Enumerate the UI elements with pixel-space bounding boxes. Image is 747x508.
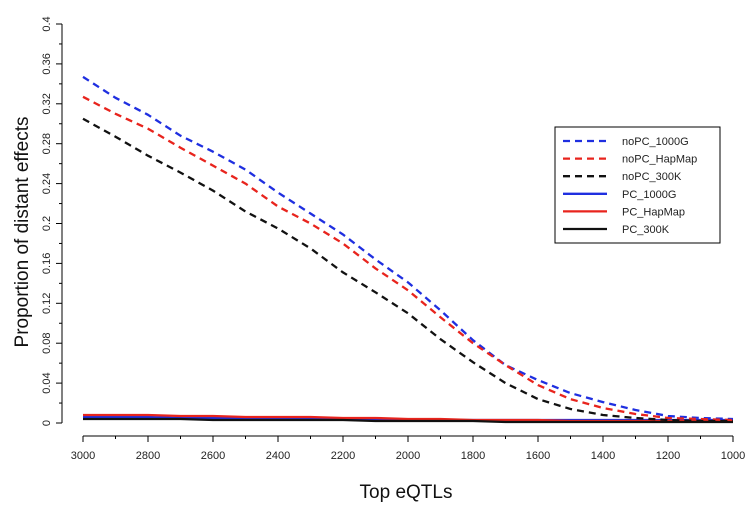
series-line-noPC_HapMap [82,95,734,422]
x-axis-title: Top eQTLs [360,482,453,503]
y-tick-label: 0.28 [41,133,53,154]
x-axis: 3000 2800 2600 2400 2200 2000 1800 1600 1400 1200… [71,435,745,462]
legend-box [554,126,721,244]
legend-label-noPC_HapMap: noPC_HapMap [622,154,697,166]
y-tick-label: 0.08 [41,332,53,353]
y-tick-label: 0.32 [41,93,53,114]
y-tick-label: 0 [41,420,53,426]
series-layer [82,75,734,424]
y-tick-label: 0.2 [41,216,53,231]
x-tick-label: 1600 [526,450,550,462]
y-tick-label: 0.04 [41,372,53,393]
x-tick-label: 2000 [396,450,420,462]
series-line-PC_300K [83,417,733,424]
y-axis-title: Proportion of distant effects [12,117,33,348]
y-axis: 0 0.04 0.08 0.12 0.16 0.2 0.24 0.28 0.32 0.36 0.4 [41,16,63,426]
legend-label-PC_1000G: PC_1000G [622,189,676,201]
x-tick-label: 2600 [201,450,225,462]
x-tick-label: 2800 [136,450,160,462]
x-tick-label: 1000 [721,450,745,462]
series-line-noPC_300K [82,117,733,423]
y-tick-label: 0.36 [41,53,53,74]
series-line-noPC_1000G [82,75,734,421]
x-tick-label: 3000 [71,450,95,462]
y-tick-label: 0.24 [41,173,53,194]
legend-label-PC_300K: PC_300K [622,224,670,236]
x-tick-label: 2200 [331,450,355,462]
legend: noPC_1000G noPC_HapMap noPC_300K PC_1000G PC… [554,126,721,244]
legend-label-noPC_300K: noPC_300K [622,171,682,183]
x-tick-label: 1200 [656,450,680,462]
x-tick-label: 1400 [591,450,615,462]
y-tick-label: 0.12 [41,293,53,314]
legend-label-PC_HapMap: PC_HapMap [622,206,685,218]
legend-label-noPC_1000G: noPC_1000G [622,136,689,148]
y-tick-label: 0.16 [41,253,53,274]
x-tick-label: 1800 [461,450,485,462]
y-tick-label: 0.4 [41,16,53,31]
x-tick-label: 2400 [266,450,290,462]
